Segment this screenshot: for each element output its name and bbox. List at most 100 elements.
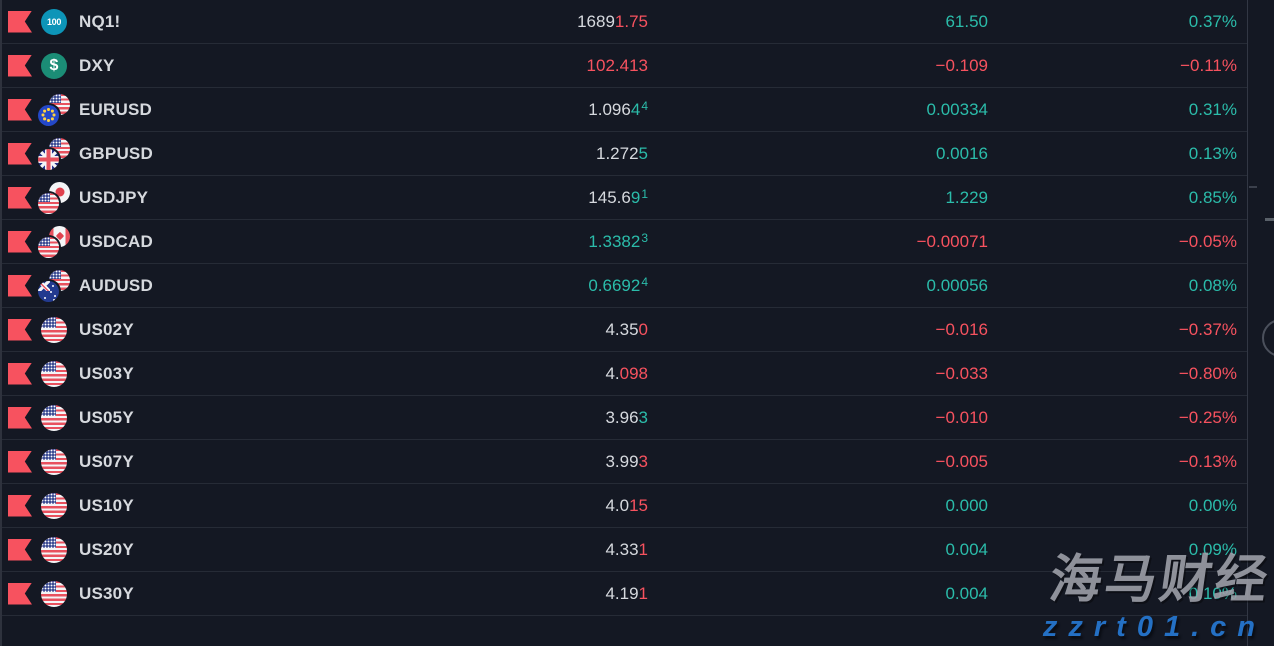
watchlist-row-us30y[interactable]: US30Y 4.191 0.004 0.10% xyxy=(0,572,1247,616)
last-price: 0.66924 xyxy=(588,274,648,295)
last-price: 3.963 xyxy=(605,407,648,427)
flagged-bookmark-icon[interactable] xyxy=(8,10,32,33)
watchlist-row-nq1[interactable]: 100 NQ1! 16891.75 61.50 0.37% xyxy=(0,0,1247,44)
symbol-name[interactable]: US10Y xyxy=(79,495,134,515)
audusd-flags-icon xyxy=(38,269,70,302)
last-price: 1.2725 xyxy=(595,143,648,163)
flagged-bookmark-icon[interactable] xyxy=(8,98,32,121)
flagged-bookmark-icon[interactable] xyxy=(8,538,32,561)
symbol-name[interactable]: US02Y xyxy=(79,319,134,339)
flagged-bookmark-icon[interactable] xyxy=(8,186,32,209)
change-value: −0.005 xyxy=(935,451,988,471)
last-price: 3.993 xyxy=(605,451,648,471)
watchlist-row-gbpusd[interactable]: GBPUSD 1.2725 0.0016 0.13% xyxy=(0,132,1247,176)
change-percent: −0.25% xyxy=(1178,407,1237,427)
last-price: 1.33823 xyxy=(588,230,648,251)
last-price: 4.331 xyxy=(605,539,648,559)
change-value: 0.004 xyxy=(945,583,988,603)
right-scale-strip xyxy=(1247,0,1274,646)
symbol-name[interactable]: AUDUSD xyxy=(79,275,153,295)
us-flag-icon xyxy=(41,360,67,387)
watchlist-row-us03y[interactable]: US03Y 4.098 −0.033 −0.80% xyxy=(0,352,1247,396)
watchlist-row-usdcad[interactable]: USDCAD 1.33823 −0.00071 −0.05% xyxy=(0,220,1247,264)
symbol-name[interactable]: NQ1! xyxy=(79,11,121,31)
change-value: 1.229 xyxy=(945,187,988,207)
us-flag-icon xyxy=(41,448,67,475)
flagged-bookmark-icon[interactable] xyxy=(8,582,32,605)
watchlist-row-us02y[interactable]: US02Y 4.350 −0.016 −0.37% xyxy=(0,308,1247,352)
change-value: 0.00334 xyxy=(926,99,988,119)
us-flag-icon xyxy=(41,580,67,607)
us-flag-icon xyxy=(41,536,67,563)
us-flag-icon xyxy=(38,192,59,214)
flagged-bookmark-icon[interactable] xyxy=(8,450,32,473)
last-price: 4.350 xyxy=(605,319,648,339)
last-price: 1.09644 xyxy=(588,98,648,119)
flagged-bookmark-icon[interactable] xyxy=(8,274,32,297)
change-percent: −0.13% xyxy=(1178,451,1237,471)
watchlist-row-eurusd[interactable]: EURUSD 1.09644 0.00334 0.31% xyxy=(0,88,1247,132)
change-value: −0.00071 xyxy=(916,231,988,251)
change-percent: 0.85% xyxy=(1188,187,1237,207)
dollar-index-icon: $ xyxy=(38,50,70,82)
usdjpy-flags-icon xyxy=(38,181,70,214)
change-percent: −0.11% xyxy=(1180,55,1237,75)
nasdaq-100-icon: 100 xyxy=(38,6,70,38)
nasdaq-100-icon: 100 xyxy=(41,8,67,35)
watermark-site: zzrt01.cn xyxy=(1042,611,1266,643)
watchlist-row-us05y[interactable]: US05Y 3.963 −0.010 −0.25% xyxy=(0,396,1247,440)
flagged-bookmark-icon[interactable] xyxy=(8,406,32,429)
symbol-name[interactable]: EURUSD xyxy=(79,99,152,119)
watchlist-row-us20y[interactable]: US20Y 4.331 0.004 0.09% xyxy=(0,528,1247,572)
watchlist-row-dxy[interactable]: $ DXY 102.413 −0.109 −0.11% xyxy=(0,44,1247,88)
last-price: 16891.75 xyxy=(577,11,648,31)
change-percent: 0.31% xyxy=(1188,99,1237,119)
symbol-name[interactable]: US30Y xyxy=(79,583,134,603)
change-value: 0.00056 xyxy=(926,275,988,295)
flagged-bookmark-icon[interactable] xyxy=(8,362,32,385)
last-price: 102.413 xyxy=(586,55,648,75)
flagged-bookmark-icon[interactable] xyxy=(8,494,32,517)
change-percent: 0.37% xyxy=(1188,11,1237,31)
symbol-name[interactable]: US20Y xyxy=(79,539,134,559)
symbol-name[interactable]: US03Y xyxy=(79,363,134,383)
flagged-bookmark-icon[interactable] xyxy=(8,142,32,165)
change-value: −0.016 xyxy=(935,319,988,339)
scale-dash-icon xyxy=(1265,218,1274,221)
watchlist-row-us07y[interactable]: US07Y 3.993 −0.005 −0.13% xyxy=(0,440,1247,484)
change-value: 0.0016 xyxy=(936,143,988,163)
flagged-bookmark-icon[interactable] xyxy=(8,318,32,341)
change-percent: 0.13% xyxy=(1188,143,1237,163)
us-flag-icon xyxy=(41,316,67,343)
symbol-name[interactable]: GBPUSD xyxy=(79,143,153,163)
flagged-bookmark-icon[interactable] xyxy=(8,54,32,77)
watchlist: 100 NQ1! 16891.75 61.50 0.37% $ DXY 102.… xyxy=(0,0,1247,616)
us-flag-icon xyxy=(38,534,70,566)
eu-flag-icon xyxy=(38,104,59,126)
flagged-bookmark-icon[interactable] xyxy=(8,230,32,253)
watchlist-row-audusd[interactable]: AUDUSD 0.66924 0.00056 0.08% xyxy=(0,264,1247,308)
usdcad-flags-icon xyxy=(38,225,70,258)
gb-flag-icon xyxy=(38,148,59,170)
us-flag-icon xyxy=(38,402,70,434)
symbol-name[interactable]: USDJPY xyxy=(79,187,149,207)
change-value: 0.000 xyxy=(945,495,988,515)
change-value: −0.010 xyxy=(935,407,988,427)
symbol-name[interactable]: USDCAD xyxy=(79,231,153,251)
au-flag-icon xyxy=(38,280,59,302)
symbol-name[interactable]: US05Y xyxy=(79,407,134,427)
change-percent: 0.00% xyxy=(1188,495,1237,515)
change-percent: −0.05% xyxy=(1178,231,1237,251)
us-flag-icon xyxy=(38,358,70,390)
symbol-name[interactable]: DXY xyxy=(79,55,115,75)
watchlist-row-us10y[interactable]: US10Y 4.015 0.000 0.00% xyxy=(0,484,1247,528)
change-percent: −0.80% xyxy=(1178,363,1237,383)
us-flag-icon xyxy=(38,490,70,522)
change-value: 61.50 xyxy=(945,11,988,31)
change-value: −0.109 xyxy=(935,55,988,75)
watchlist-row-usdjpy[interactable]: USDJPY 145.691 1.229 0.85% xyxy=(0,176,1247,220)
symbol-name[interactable]: US07Y xyxy=(79,451,134,471)
scale-tick-icon xyxy=(1249,186,1257,188)
change-value: −0.033 xyxy=(935,363,988,383)
